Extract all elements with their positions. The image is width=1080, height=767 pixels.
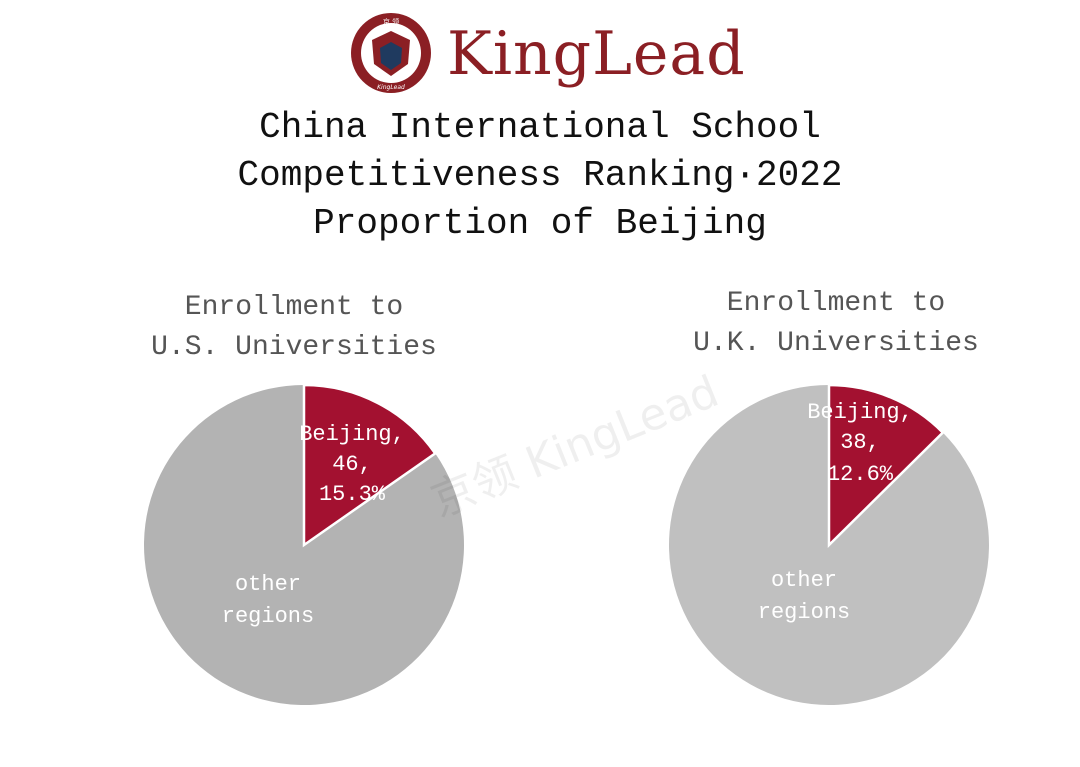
uk-other-label-line-1: other xyxy=(771,568,837,593)
uk-chart-title: Enrollment to U.K. Universities xyxy=(626,284,1046,364)
brand-name: KingLead xyxy=(447,19,746,89)
page-title: China International School Competitivene… xyxy=(0,104,1080,248)
uk-beijing-percent: 12.6% xyxy=(827,462,894,487)
uk-beijing-value: 38, xyxy=(840,430,880,455)
us-beijing-value: 46, xyxy=(332,452,372,477)
title-line-2: Competitiveness Ranking·2022 xyxy=(237,155,843,196)
svg-text:京 领: 京 领 xyxy=(383,17,399,26)
us-beijing-label: Beijing, xyxy=(299,422,405,447)
uk-chart-title-line-1: Enrollment to xyxy=(726,288,946,319)
svg-text:KingLead: KingLead xyxy=(377,84,405,91)
uk-chart-title-line-2: U.K. Universities xyxy=(693,328,979,359)
uk-beijing-slice xyxy=(827,383,945,548)
us-chart-title-line-2: U.S. Universities xyxy=(151,332,437,363)
us-other-label-line-1: other xyxy=(235,572,301,597)
uk-other-label-line-2: regions xyxy=(758,600,850,625)
us-chart-title: Enrollment to U.S. Universities xyxy=(84,288,504,368)
title-line-1: China International School xyxy=(259,107,821,148)
us-beijing-percent: 15.3% xyxy=(319,482,386,507)
title-line-3: Proportion of Beijing xyxy=(313,203,767,244)
uk-beijing-label: Beijing, xyxy=(807,400,913,425)
us-beijing-slice xyxy=(302,383,437,548)
kinglead-logo-icon: 京 领 KingLead xyxy=(351,13,431,93)
us-other-label-line-2: regions xyxy=(222,604,314,629)
us-chart-title-line-1: Enrollment to xyxy=(184,292,404,323)
